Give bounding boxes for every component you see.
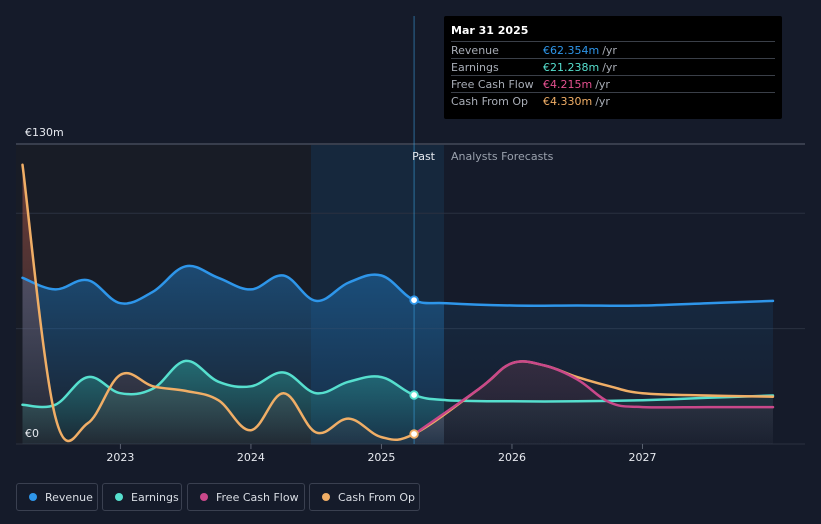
- tooltip-date: Mar 31 2025: [451, 24, 529, 37]
- y-axis-bottom-label: €0: [25, 427, 39, 440]
- tooltip-value: €21.238m/yr: [543, 61, 617, 74]
- tooltip-row-free-cash-flow: Free Cash Flow €4.215m/yr: [451, 75, 775, 93]
- tooltip-label: Cash From Op: [451, 95, 529, 108]
- legend-item-cash-from-op[interactable]: Cash From Op: [309, 483, 420, 511]
- tooltip-label: Free Cash Flow: [451, 78, 534, 91]
- tooltip-unit: /yr: [602, 61, 617, 74]
- tooltip-value-text: €62.354m: [543, 44, 600, 57]
- x-tick-label: 2024: [237, 451, 265, 464]
- legend-item-free-cash-flow[interactable]: Free Cash Flow: [187, 483, 305, 511]
- marker-cash-from-op: [409, 429, 419, 439]
- legend-label: Free Cash Flow: [216, 490, 299, 504]
- forecast-label: Analysts Forecasts: [451, 150, 554, 163]
- tooltip-unit: /yr: [595, 78, 610, 91]
- tooltip-row-revenue: Revenue €62.354m/yr: [451, 41, 775, 59]
- legend-item-revenue[interactable]: Revenue: [16, 483, 98, 511]
- tooltip-value: €4.215m/yr: [543, 78, 610, 91]
- marker-revenue: [409, 295, 419, 305]
- tooltip-unit: /yr: [602, 44, 617, 57]
- tooltip-value: €62.354m/yr: [543, 44, 617, 57]
- legend-item-earnings[interactable]: Earnings: [102, 483, 182, 511]
- line-earnings: [21, 359, 775, 409]
- marker-earnings: [409, 390, 419, 400]
- x-axis-ticks: 2023 2024 2025 2026 2027: [106, 444, 656, 464]
- tooltip-label: Revenue: [451, 44, 499, 57]
- series-lines: [21, 163, 775, 443]
- legend-swatch: [322, 493, 330, 501]
- legend-label: Cash From Op: [338, 490, 416, 504]
- past-label: Past: [412, 150, 436, 163]
- tooltip: Mar 31 2025 Revenue €62.354m/yr Earnings…: [444, 16, 782, 119]
- tooltip-value-text: €4.330m: [543, 95, 593, 108]
- tooltip-value-text: €4.215m: [543, 78, 593, 91]
- x-tick-label: 2025: [367, 451, 395, 464]
- x-tick-label: 2023: [106, 451, 134, 464]
- line-cash-from-op: [21, 163, 775, 443]
- tooltip-label: Earnings: [451, 61, 499, 74]
- present-markers: [409, 295, 419, 439]
- line-revenue: [21, 264, 775, 307]
- x-tick-label: 2026: [498, 451, 526, 464]
- tooltip-unit: /yr: [595, 95, 610, 108]
- tooltip-row-earnings: Earnings €21.238m/yr: [451, 58, 775, 76]
- legend-swatch: [29, 493, 37, 501]
- legend-swatch: [115, 493, 123, 501]
- tooltip-row-cash-from-op: Cash From Op €4.330m/yr: [451, 92, 775, 110]
- x-tick-label: 2027: [628, 451, 656, 464]
- legend-label: Revenue: [45, 490, 93, 504]
- tooltip-value-text: €21.238m: [543, 61, 600, 74]
- tooltip-value: €4.330m/yr: [543, 95, 610, 108]
- y-axis-top-label: €130m: [25, 126, 64, 139]
- legend-swatch: [200, 493, 208, 501]
- legend-label: Earnings: [131, 490, 179, 504]
- line-free-cash-flow: [412, 360, 775, 436]
